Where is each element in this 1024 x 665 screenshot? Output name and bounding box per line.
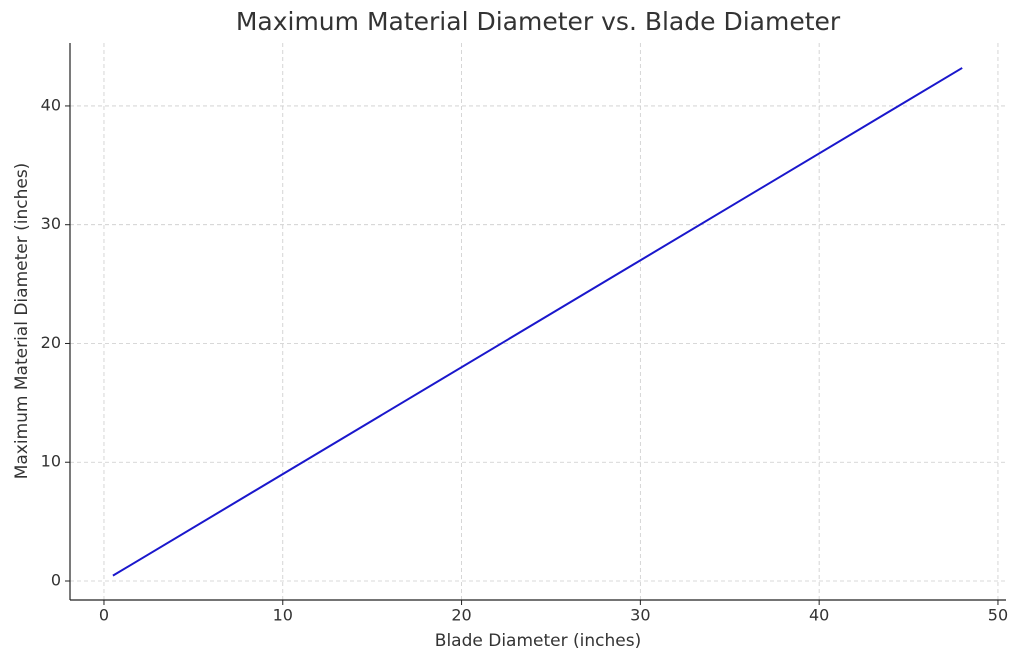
y-tick-label: 20 bbox=[41, 333, 61, 352]
y-axis-label: Maximum Material Diameter (inches) bbox=[12, 163, 32, 480]
y-tick-label: 30 bbox=[41, 214, 61, 233]
y-tick-label: 0 bbox=[51, 570, 61, 589]
x-tick-label: 10 bbox=[273, 606, 293, 625]
y-tick-label: 10 bbox=[41, 452, 61, 471]
x-tick-label: 50 bbox=[988, 606, 1008, 625]
x-tick-label: 20 bbox=[451, 606, 471, 625]
x-tick-label: 0 bbox=[99, 606, 109, 625]
x-tick-label: 40 bbox=[809, 606, 829, 625]
x-tick-label: 30 bbox=[630, 606, 650, 625]
data-line bbox=[112, 67, 963, 577]
y-tick-label: 40 bbox=[41, 95, 61, 114]
chart-title: Maximum Material Diameter vs. Blade Diam… bbox=[236, 7, 841, 36]
x-axis-label: Blade Diameter (inches) bbox=[435, 631, 641, 651]
